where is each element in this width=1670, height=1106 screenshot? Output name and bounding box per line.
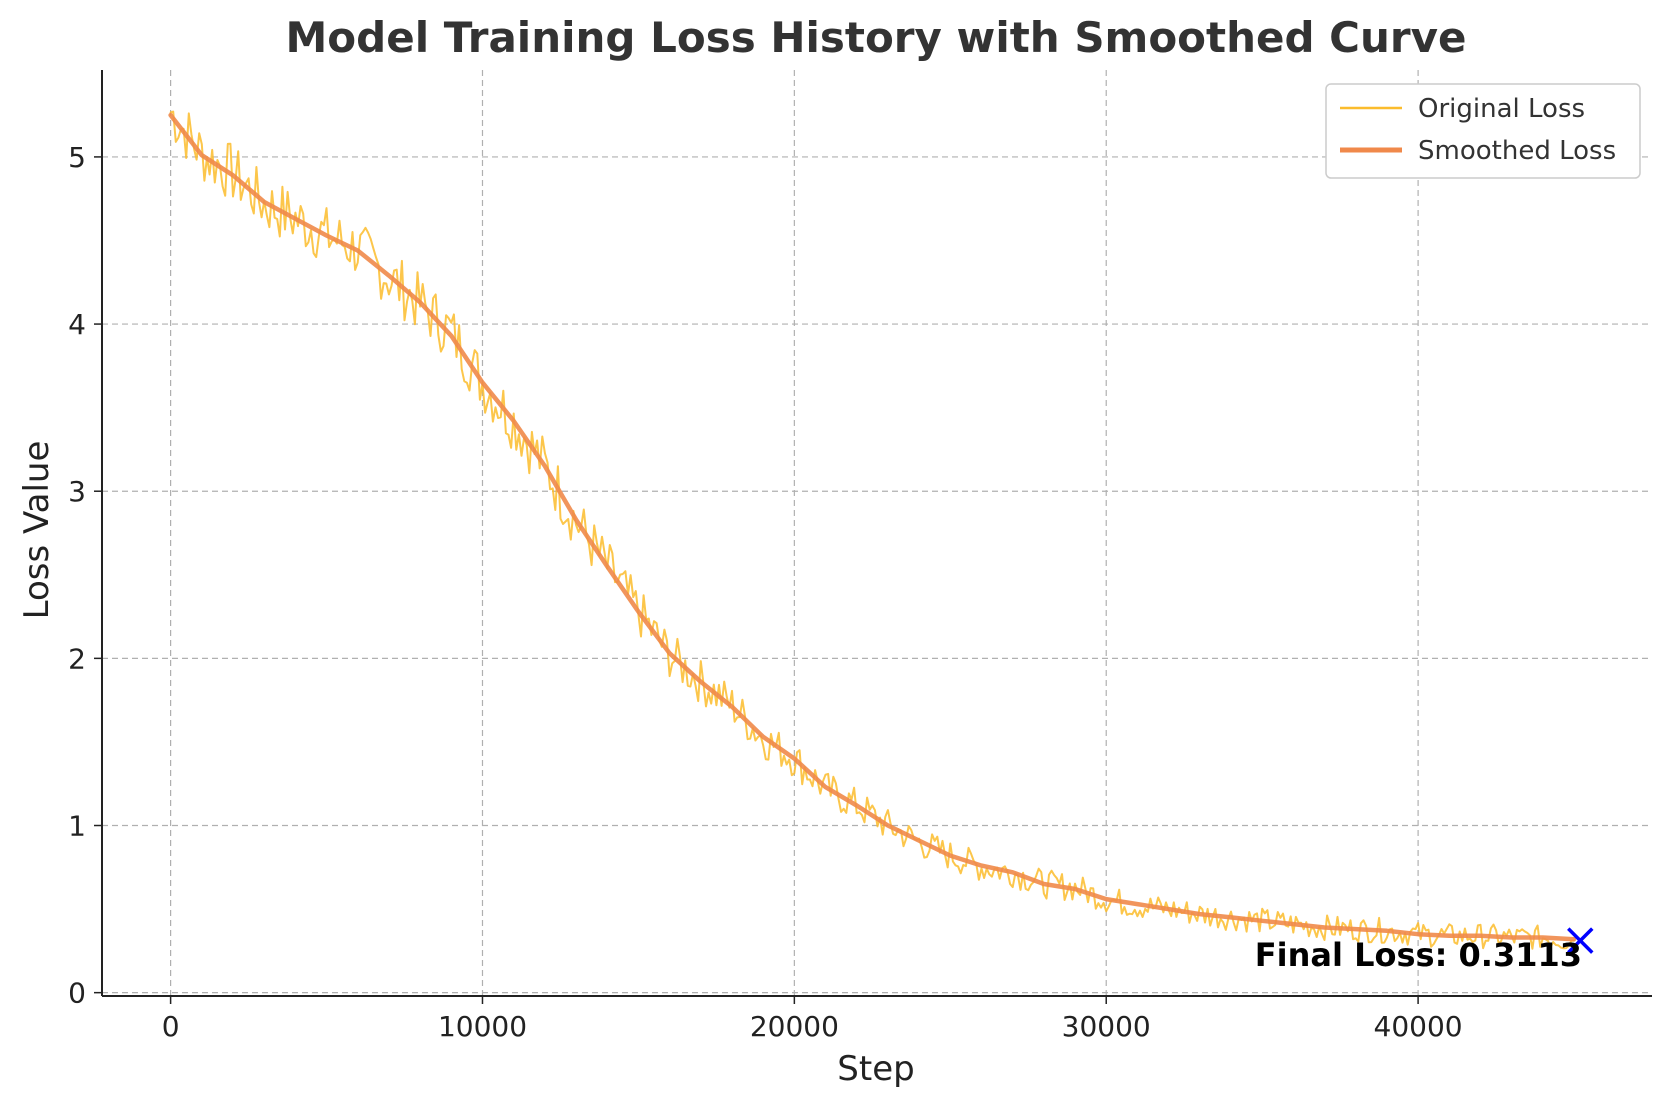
y-tick-label-4: 4	[68, 308, 86, 341]
y-tick-label-3: 3	[68, 475, 86, 508]
grid-layer	[102, 70, 1652, 996]
final-marker-stroke-b	[1567, 927, 1594, 954]
x-tick-label-0: 0	[162, 1010, 180, 1043]
final-loss-annotation: Final Loss: 0.3113	[1255, 936, 1582, 974]
legend-label-smoothed-loss: Smoothed Loss	[1418, 136, 1616, 166]
legend-label-original-loss: Original Loss	[1418, 94, 1585, 124]
legend: Original Loss Smoothed Loss	[1325, 83, 1641, 179]
y-tick-label-2: 2	[68, 642, 86, 675]
legend-box	[1325, 83, 1641, 179]
x-tick-label-30000: 30000	[1062, 1010, 1151, 1043]
x-tick-label-10000: 10000	[438, 1010, 527, 1043]
series-layer	[168, 110, 1577, 950]
y-tick-label-0: 0	[68, 977, 86, 1010]
series-smoothed-loss-line	[168, 112, 1577, 942]
final-loss-marker	[1567, 927, 1594, 954]
axes-layer	[101, 70, 1652, 997]
chart-title: Model Training Loss History with Smoothe…	[286, 13, 1467, 62]
ticks-layer: 0 10000 20000 30000 40000 0 1 2 3 4 5	[68, 141, 1462, 1043]
y-axis-label: Loss Value	[17, 441, 57, 620]
y-tick-label-5: 5	[68, 141, 86, 174]
x-axis-label: Step	[837, 1049, 914, 1089]
x-tick-label-20000: 20000	[750, 1010, 839, 1043]
series-original-loss-line	[169, 110, 1575, 950]
x-tick-label-40000: 40000	[1374, 1010, 1463, 1043]
y-tick-label-1: 1	[68, 810, 86, 843]
